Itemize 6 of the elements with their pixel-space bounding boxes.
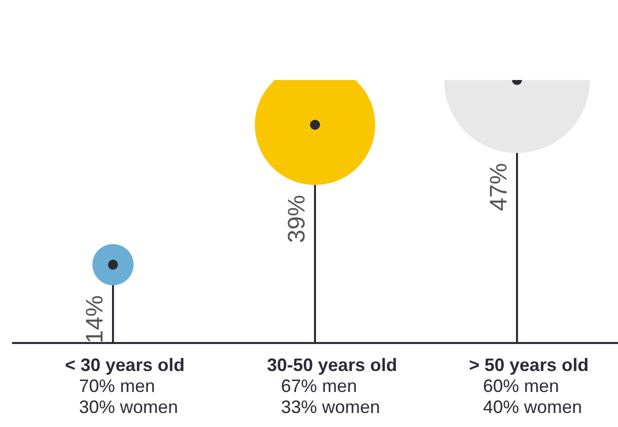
x-tick-label: < 30 years old 70% men 30% women xyxy=(65,355,185,417)
data-label: 14% xyxy=(82,295,108,344)
data-label: 39% xyxy=(284,194,310,243)
x-tick-label: > 50 years old 60% men 40% women xyxy=(469,355,589,417)
data-label: 47% xyxy=(486,162,512,212)
x-tick-label: 30-50 years old 67% men 33% women xyxy=(267,355,398,417)
